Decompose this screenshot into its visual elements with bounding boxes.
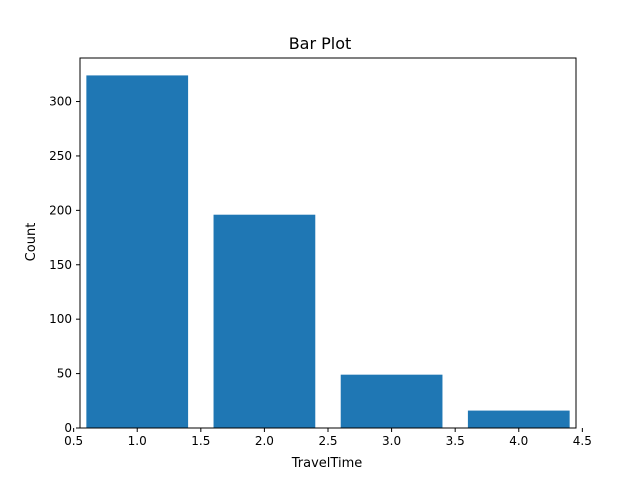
x-tick-label: 1.5 [191,434,210,448]
bars-layer [86,75,570,428]
x-tick-label: 2.0 [255,434,274,448]
bar-2 [213,214,316,428]
x-tick-label: 3.5 [446,434,465,448]
x-tick-label: 2.5 [318,434,337,448]
bar-3 [340,374,443,428]
y-tick-label: 300 [49,95,72,109]
y-tick-label: 100 [49,312,72,326]
y-tick-label: 250 [49,149,72,163]
x-axis-label: TravelTime [291,456,362,471]
x-tick-label: 4.5 [573,434,592,448]
y-tick-label: 0 [64,421,72,435]
x-tick-label: 1.0 [128,434,147,448]
y-tick-label: 50 [57,367,72,381]
x-axis-ticks: 0.5 1.0 1.5 2.0 2.5 3.0 3.5 4.0 4.5 [64,428,592,448]
chart-title: Bar Plot [289,34,352,53]
bar-1 [86,75,189,428]
bar-4 [467,410,570,428]
y-axis-label: Count [24,223,39,262]
y-axis-ticks: 0 50 100 150 200 250 300 [49,95,80,435]
x-tick-label: 4.0 [509,434,528,448]
y-tick-label: 200 [49,203,72,217]
y-tick-label: 150 [49,258,72,272]
x-tick-label: 3.0 [382,434,401,448]
x-tick-label: 0.5 [64,434,83,448]
